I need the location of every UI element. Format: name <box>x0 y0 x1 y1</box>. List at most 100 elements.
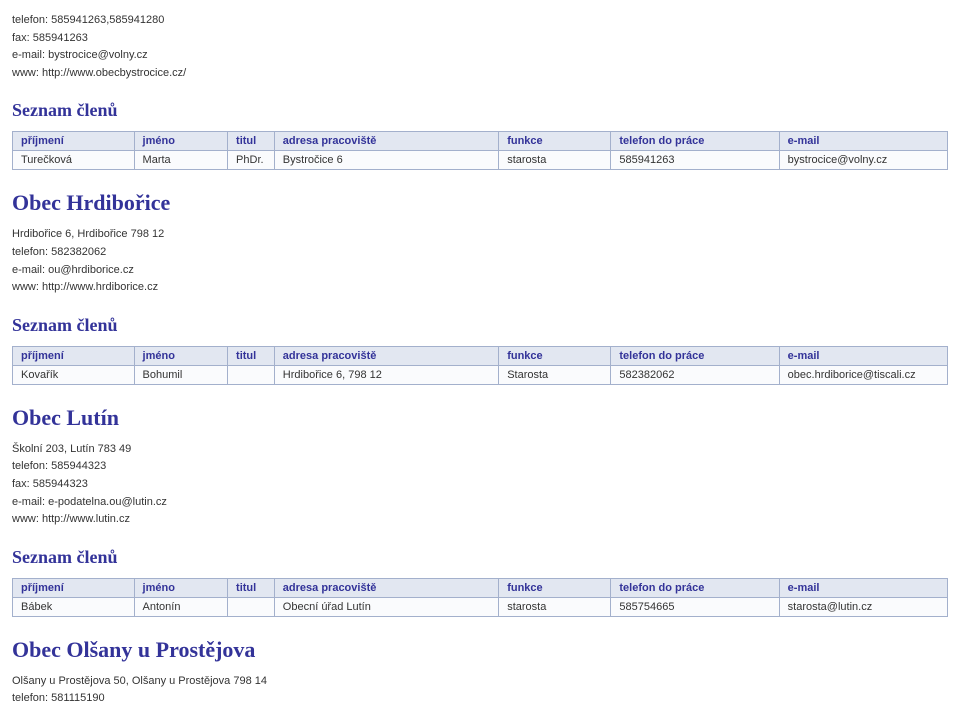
members-heading-1: Seznam členů <box>12 100 948 121</box>
th-email: e-mail <box>779 132 947 151</box>
cell-funkce: starosta <box>499 151 611 170</box>
contact-block-top: telefon: 585941263,585941280 fax: 585941… <box>12 12 948 82</box>
section-title-olsany: Obec Olšany u Prostějova <box>12 637 948 663</box>
th-jmeno: jméno <box>134 132 228 151</box>
cell-prijmeni: Bábek <box>13 597 135 616</box>
phone-label: telefon: <box>12 692 48 704</box>
fax-line: fax: 585941263 <box>12 30 948 48</box>
th-jmeno: jméno <box>134 578 228 597</box>
members-table-3: příjmení jméno titul adresa pracoviště f… <box>12 578 948 617</box>
th-adresa: adresa pracoviště <box>274 578 498 597</box>
contact-block-hrdiborice: Hrdibořice 6, Hrdibořice 798 12 telefon:… <box>12 226 948 296</box>
www-line: www: http://www.obecbystrocice.cz/ <box>12 65 948 83</box>
section-title-hrdiborice: Obec Hrdibořice <box>12 190 948 216</box>
www-line: www: http://www.lutin.cz <box>12 511 948 529</box>
cell-prijmeni: Turečková <box>13 151 135 170</box>
cell-email: bystrocice@volny.cz <box>779 151 947 170</box>
members-heading-3: Seznam členů <box>12 547 948 568</box>
phone-value: 581115190 <box>51 692 104 704</box>
email-label: e-mail: <box>12 496 45 508</box>
cell-adresa: Bystročice 6 <box>274 151 498 170</box>
email-value: ou@hrdiborice.cz <box>48 264 134 276</box>
th-telefon: telefon do práce <box>611 346 779 365</box>
www-label: www: <box>12 281 39 293</box>
www-line: www: http://www.hrdiborice.cz <box>12 279 948 297</box>
th-prijmeni: příjmení <box>13 132 135 151</box>
address-line: Hrdibořice 6, Hrdibořice 798 12 <box>12 226 948 244</box>
phone-line: telefon: 585944323 <box>12 458 948 476</box>
cell-email: starosta@lutin.cz <box>779 597 947 616</box>
phone-label: telefon: <box>12 246 48 258</box>
email-line: e-mail: ou@hrdiborice.cz <box>12 262 948 280</box>
address-line: Školní 203, Lutín 783 49 <box>12 441 948 459</box>
cell-jmeno: Marta <box>134 151 228 170</box>
th-titul: titul <box>228 346 275 365</box>
members-heading-2: Seznam členů <box>12 315 948 336</box>
www-label: www: <box>12 513 39 525</box>
email-value: bystrocice@volny.cz <box>48 49 148 61</box>
members-table-1: příjmení jméno titul adresa pracoviště f… <box>12 131 948 170</box>
cell-telefon: 585754665 <box>611 597 779 616</box>
cell-email: obec.hrdiborice@tiscali.cz <box>779 365 947 384</box>
th-prijmeni: příjmení <box>13 346 135 365</box>
th-telefon: telefon do práce <box>611 578 779 597</box>
th-funkce: funkce <box>499 578 611 597</box>
phone-value: 585944323 <box>51 460 106 472</box>
cell-adresa: Obecní úřad Lutín <box>274 597 498 616</box>
phone-label: telefon: <box>12 460 48 472</box>
th-adresa: adresa pracoviště <box>274 346 498 365</box>
cell-titul <box>228 597 275 616</box>
phone-value: 585941263,585941280 <box>51 14 164 26</box>
phone-line: telefon: 585941263,585941280 <box>12 12 948 30</box>
th-email: e-mail <box>779 346 947 365</box>
www-value: http://www.obecbystrocice.cz/ <box>42 67 186 79</box>
cell-titul: PhDr. <box>228 151 275 170</box>
email-label: e-mail: <box>12 49 45 61</box>
email-value: e-podatelna.ou@lutin.cz <box>48 496 167 508</box>
table-row: Kovařík Bohumil Hrdibořice 6, 798 12 Sta… <box>13 365 948 384</box>
fax-label: fax: <box>12 32 30 44</box>
phone-line: telefon: 581115190 <box>12 690 948 708</box>
section-title-lutin: Obec Lutín <box>12 405 948 431</box>
cell-prijmeni: Kovařík <box>13 365 135 384</box>
email-label: e-mail: <box>12 264 45 276</box>
cell-funkce: Starosta <box>499 365 611 384</box>
email-line: e-mail: bystrocice@volny.cz <box>12 47 948 65</box>
fax-label: fax: <box>12 478 30 490</box>
fax-value: 585941263 <box>33 32 88 44</box>
table-row: Turečková Marta PhDr. Bystročice 6 staro… <box>13 151 948 170</box>
phone-value: 582382062 <box>51 246 106 258</box>
www-label: www: <box>12 67 39 79</box>
fax-value: 585944323 <box>33 478 88 490</box>
th-prijmeni: příjmení <box>13 578 135 597</box>
th-adresa: adresa pracoviště <box>274 132 498 151</box>
email-line: e-mail: e-podatelna.ou@lutin.cz <box>12 494 948 512</box>
th-funkce: funkce <box>499 132 611 151</box>
address-line: Olšany u Prostějova 50, Olšany u Prostěj… <box>12 673 948 691</box>
phone-line: telefon: 582382062 <box>12 244 948 262</box>
cell-adresa: Hrdibořice 6, 798 12 <box>274 365 498 384</box>
cell-telefon: 582382062 <box>611 365 779 384</box>
th-titul: titul <box>228 132 275 151</box>
cell-jmeno: Bohumil <box>134 365 228 384</box>
cell-telefon: 585941263 <box>611 151 779 170</box>
table-header-row: příjmení jméno titul adresa pracoviště f… <box>13 346 948 365</box>
contact-block-lutin: Školní 203, Lutín 783 49 telefon: 585944… <box>12 441 948 529</box>
table-header-row: příjmení jméno titul adresa pracoviště f… <box>13 578 948 597</box>
cell-jmeno: Antonín <box>134 597 228 616</box>
cell-funkce: starosta <box>499 597 611 616</box>
table-header-row: příjmení jméno titul adresa pracoviště f… <box>13 132 948 151</box>
th-funkce: funkce <box>499 346 611 365</box>
th-telefon: telefon do práce <box>611 132 779 151</box>
www-value: http://www.hrdiborice.cz <box>42 281 158 293</box>
www-value: http://www.lutin.cz <box>42 513 130 525</box>
fax-line: fax: 585944323 <box>12 476 948 494</box>
phone-label: telefon: <box>12 14 48 26</box>
th-jmeno: jméno <box>134 346 228 365</box>
members-table-2: příjmení jméno titul adresa pracoviště f… <box>12 346 948 385</box>
th-titul: titul <box>228 578 275 597</box>
table-row: Bábek Antonín Obecní úřad Lutín starosta… <box>13 597 948 616</box>
th-email: e-mail <box>779 578 947 597</box>
contact-block-olsany: Olšany u Prostějova 50, Olšany u Prostěj… <box>12 673 948 708</box>
cell-titul <box>228 365 275 384</box>
